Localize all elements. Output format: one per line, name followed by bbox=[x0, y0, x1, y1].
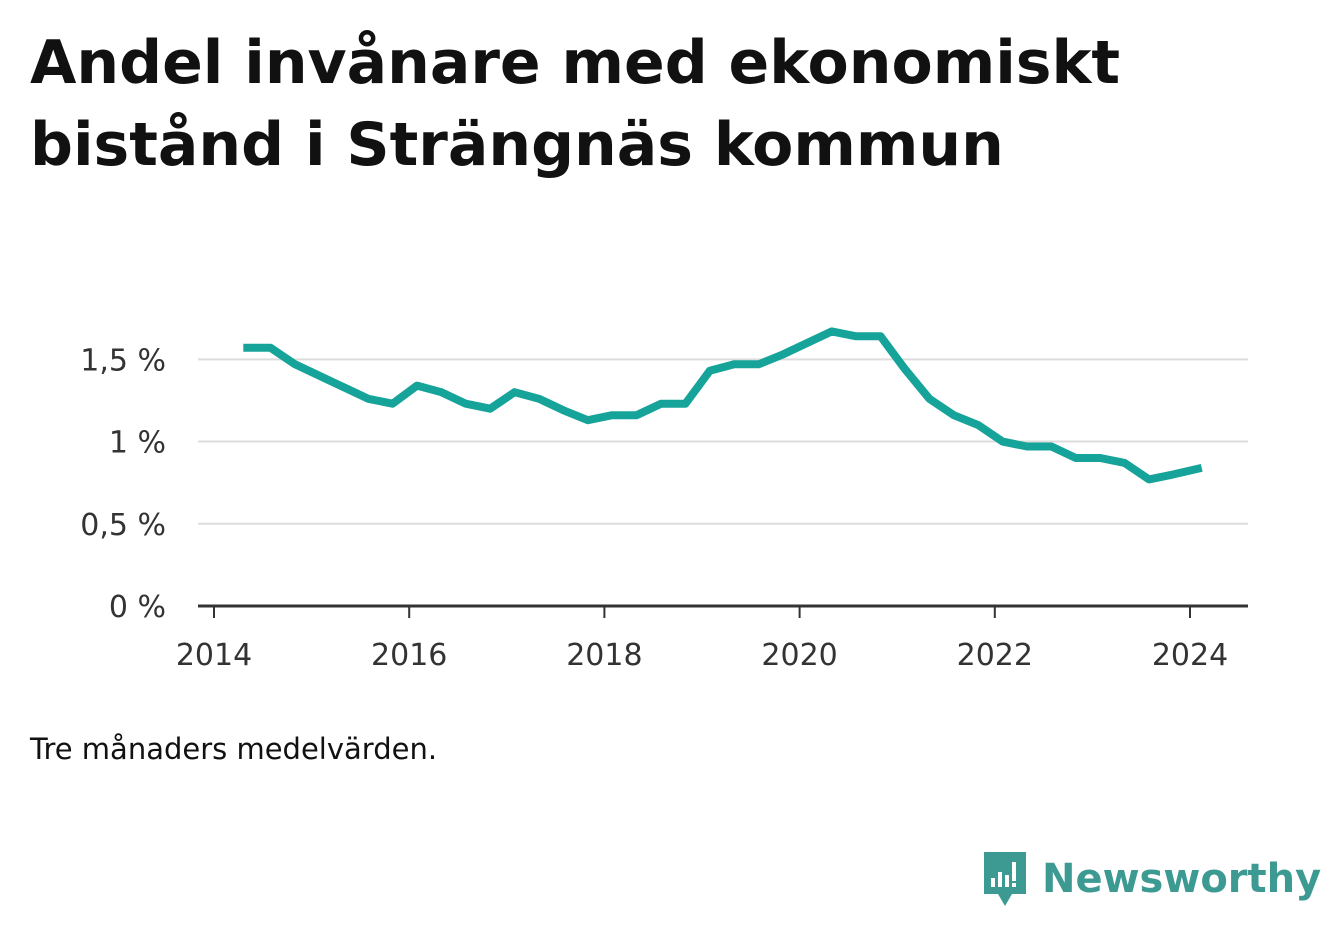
x-tick-label: 2022 bbox=[957, 638, 1033, 673]
y-tick-label: 0,5 % bbox=[80, 508, 166, 543]
y-tick-label: 1 % bbox=[109, 426, 166, 461]
chart-note: Tre månaders medelvärden. bbox=[30, 732, 438, 766]
x-tick-label: 2024 bbox=[1152, 638, 1228, 673]
x-tick-label: 2018 bbox=[566, 638, 642, 673]
brand-name: Newsworthy bbox=[1042, 856, 1322, 902]
x-tick-label: 2016 bbox=[371, 638, 447, 673]
x-tick-label: 2014 bbox=[176, 638, 252, 673]
chart-title: Andel invånare med ekonomiskt bistånd i … bbox=[30, 28, 1121, 180]
newsworthy-logo-icon bbox=[984, 852, 1026, 906]
series-line bbox=[243, 327, 1203, 484]
x-tick-label: 2020 bbox=[761, 638, 837, 673]
y-tick-label: 0 % bbox=[109, 590, 166, 625]
brand-logo[interactable]: Newsworthy bbox=[980, 848, 1321, 910]
y-tick-label: 1,5 % bbox=[80, 343, 166, 378]
